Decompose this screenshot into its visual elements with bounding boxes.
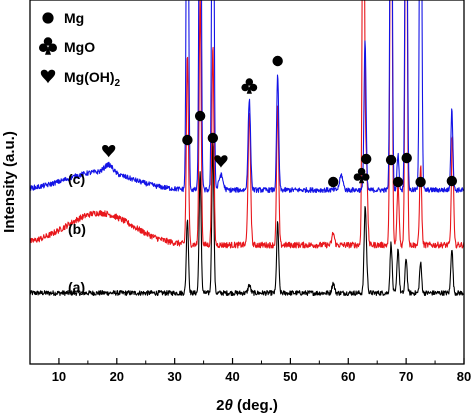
x-tick-label: 60	[341, 369, 355, 384]
legend-label: Mg	[64, 10, 84, 26]
series-line	[30, 0, 464, 194]
mgoh2-heart-marker	[102, 144, 116, 158]
mg-circle-marker	[328, 176, 339, 188]
plot-frame	[29, 0, 465, 365]
mg-circle-marker	[207, 132, 219, 144]
series-label: (a)	[68, 279, 85, 295]
y-axis-label: Intensity (a.u.)	[1, 131, 18, 233]
mgo-club-marker	[39, 37, 57, 55]
x-tick-label: 40	[225, 369, 239, 384]
mg-circle-marker	[415, 176, 426, 188]
x-tick-label: 50	[283, 369, 297, 384]
x-axis-label: 2θ (deg.)	[216, 397, 278, 414]
legend: Mg MgO Mg(OH)2	[39, 10, 121, 89]
series-line	[30, 0, 464, 249]
series-layer	[30, 0, 464, 297]
series-label: (c)	[68, 171, 85, 187]
legend-label: MgO	[64, 39, 95, 55]
mg-circle-marker	[392, 176, 404, 188]
x-axis-label-unit: (deg.)	[233, 397, 278, 414]
x-tick-label: 30	[167, 369, 181, 384]
mg-circle-marker	[446, 175, 458, 187]
legend-label-subscript: 2	[115, 78, 121, 89]
mg-circle-marker	[42, 12, 54, 24]
mgo-club-marker	[353, 167, 370, 184]
x-axis-label-theta: θ	[224, 397, 233, 414]
mg-circle-marker	[194, 110, 206, 122]
legend-label: Mg(OH)2	[64, 69, 121, 89]
x-axis-label-symbol: 2	[216, 397, 224, 414]
mg-circle-marker	[385, 154, 397, 166]
x-tick-label: 80	[457, 369, 471, 384]
series-label: (b)	[68, 221, 86, 237]
mgo-club-marker	[241, 78, 258, 94]
series-labels: (a) (b) (c)	[68, 171, 86, 295]
phase-marker-layer	[102, 55, 458, 188]
mg-circle-marker	[182, 134, 193, 146]
mg-circle-marker	[361, 153, 372, 165]
series-line	[30, 142, 464, 297]
x-tick-label: 20	[110, 369, 124, 384]
mgoh2-heart-marker	[214, 155, 228, 168]
mg-circle-marker	[272, 55, 283, 67]
x-tick-label: 70	[399, 369, 413, 384]
x-axis: 10 20 30 40 50 60 70 80	[29, 358, 471, 384]
mgoh2-heart-marker	[40, 69, 56, 84]
mg-circle-marker	[401, 152, 412, 164]
x-tick-label: 10	[52, 369, 66, 384]
